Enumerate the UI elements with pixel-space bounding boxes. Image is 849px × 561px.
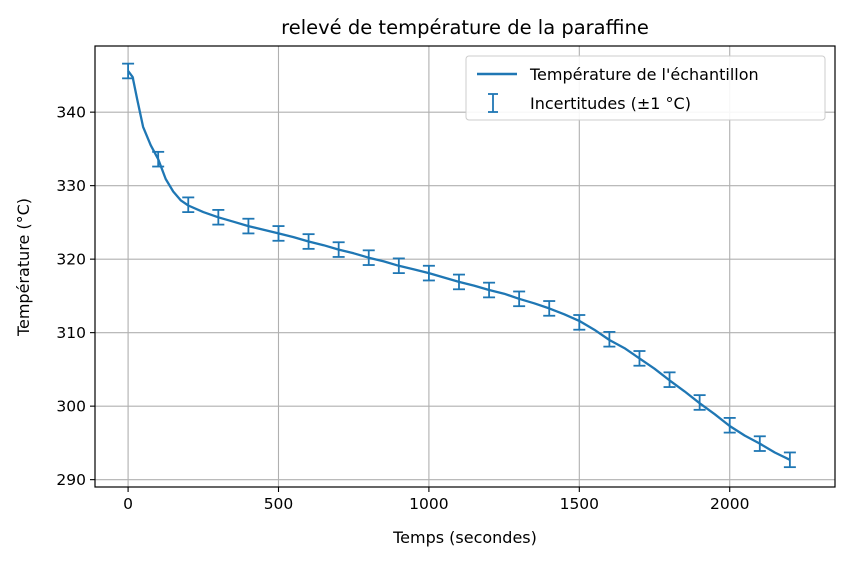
tick-layer: 0 500 1000 1500 2000 290 300 310 320 330 340 [56, 104, 749, 513]
data-layer [122, 62, 796, 469]
x-tick-label: 1500 [560, 495, 599, 513]
error-bar [483, 281, 496, 299]
error-bar [302, 233, 315, 250]
error-bar [392, 257, 405, 275]
legend-label-errorbar: Incertitudes (±1 °C) [530, 94, 691, 113]
legend-box [465, 55, 826, 121]
y-axis-label: Température (°C) [14, 198, 33, 337]
error-bar [753, 435, 766, 452]
y-tick-label: 310 [56, 324, 86, 342]
y-tick-label: 340 [56, 104, 86, 122]
error-bar [152, 150, 165, 168]
y-tick-label: 300 [56, 398, 86, 416]
error-bar [452, 273, 465, 291]
error-bar [332, 241, 345, 258]
y-tick-label: 330 [56, 177, 86, 195]
plot-frame [94, 45, 836, 488]
error-bar [182, 196, 195, 214]
error-bar [242, 217, 255, 235]
series-line [127, 70, 791, 461]
legend-label-line: Température de l'échantillon [529, 65, 759, 84]
chart-title: relevé de température de la paraffine [281, 16, 649, 39]
x-tick-label: 0 [123, 495, 133, 513]
error-bar [543, 300, 556, 317]
error-bar [272, 225, 285, 242]
error-bar [783, 451, 796, 469]
error-bar [693, 394, 706, 411]
error-bar [122, 62, 135, 80]
error-bar [663, 371, 676, 388]
error-bar [513, 290, 526, 308]
x-tick-label: 2000 [710, 495, 749, 513]
x-tick-label: 1000 [409, 495, 448, 513]
x-tick-label: 500 [264, 495, 294, 513]
error-bar [603, 331, 616, 348]
x-axis-label: Temps (secondes) [392, 528, 537, 547]
error-bar [573, 314, 586, 331]
error-bar [723, 417, 736, 434]
legend-errorbar-swatch [488, 93, 498, 113]
error-bar [362, 249, 375, 266]
y-tick-label: 290 [56, 471, 86, 489]
legend: Température de l'échantillon Incertitude… [465, 55, 826, 121]
grid-layer [95, 46, 835, 487]
error-bar [212, 209, 225, 226]
error-bar [633, 350, 646, 367]
y-tick-label: 320 [56, 251, 86, 269]
error-bar [422, 264, 435, 282]
